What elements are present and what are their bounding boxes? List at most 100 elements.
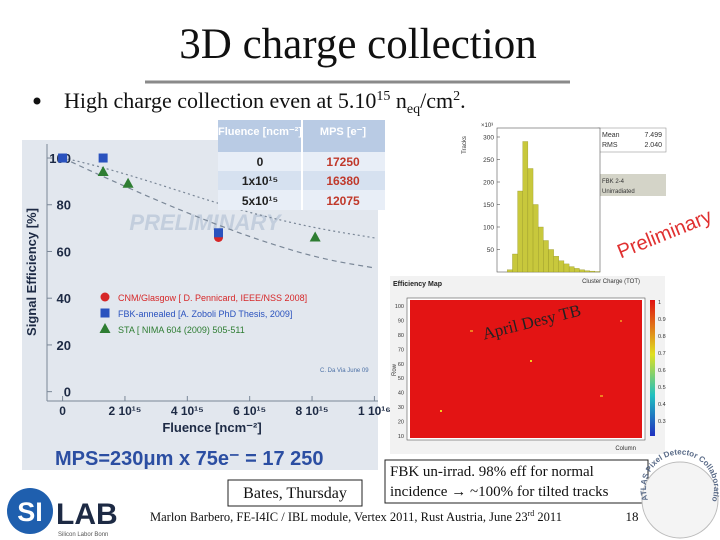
silab-lab: LAB bbox=[56, 498, 118, 531]
map-y-tick-label: 90 bbox=[398, 318, 404, 324]
page-number: 18 bbox=[626, 509, 639, 524]
map-y-tick-label: 40 bbox=[398, 391, 404, 397]
histogram-bar bbox=[568, 266, 575, 273]
mps-formula: MPS=230μm x 75e⁻ = 17 250 bbox=[55, 448, 324, 470]
table-header: Fluence [ncm⁻²] bbox=[218, 126, 302, 138]
histogram-bar bbox=[589, 270, 596, 273]
data-point bbox=[309, 231, 321, 242]
silab-si: SI bbox=[17, 497, 43, 527]
charts: 0 20 40 60 80 100 0 2 10¹⁵ 4 10¹⁵ 6 10¹⁵ 8 10¹⁵ 1 1… bbox=[24, 123, 640, 435]
legend-marker bbox=[100, 308, 110, 318]
legend-marker bbox=[100, 292, 110, 302]
y-tick-label: 60 bbox=[57, 244, 71, 259]
y-tick-label: 100 bbox=[483, 225, 494, 232]
map-title: Efficiency Map bbox=[393, 281, 442, 288]
colorbar-tick-label: 0.4 bbox=[658, 402, 666, 408]
map-y-tick-label: 10 bbox=[398, 434, 404, 440]
map-yticks: 100 90 80 70 60 50 40 30 20 10 bbox=[395, 304, 404, 440]
y-tick-label: 80 bbox=[57, 198, 71, 213]
stats-value: 7.499 bbox=[644, 132, 662, 139]
map-y-tick-label: 60 bbox=[398, 362, 404, 368]
map-speckle bbox=[620, 320, 622, 322]
histogram-bar bbox=[579, 269, 585, 273]
table-header: MPS [e⁻] bbox=[320, 126, 366, 138]
histogram-bar bbox=[543, 240, 549, 273]
hist-legend-text: FBK 2-4 bbox=[602, 179, 625, 185]
table-cell: 16380 bbox=[326, 174, 360, 188]
silab-sub: Silicon Labor Bonn bbox=[58, 532, 108, 538]
data-point bbox=[97, 166, 109, 177]
footer-sup: rd bbox=[528, 509, 535, 518]
map-y-tick-label: 20 bbox=[398, 420, 404, 426]
colorbar-tick-label: 0.8 bbox=[658, 334, 666, 340]
conclusion-box bbox=[384, 459, 649, 504]
footer-part: 2011 bbox=[534, 510, 562, 524]
map-xlabel: Column bbox=[615, 446, 636, 452]
histogram-bar bbox=[517, 190, 523, 273]
map-y-tick-label: 80 bbox=[398, 333, 404, 339]
efficiency-map: Efficiency Map Row Column 100 90 80 70 60 50 4… bbox=[390, 276, 666, 454]
fluence-table: Fluence [ncm⁻²] MPS [e⁻] 0 17250 1x10¹⁵ … bbox=[218, 120, 385, 210]
y-tick-label: 200 bbox=[483, 180, 494, 187]
fit-curve bbox=[62, 157, 376, 269]
colorbar-tick-label: 0.9 bbox=[658, 317, 666, 323]
y-axis-label: Tracks bbox=[462, 136, 468, 154]
map-colorbar bbox=[650, 300, 655, 436]
stats-box bbox=[597, 127, 667, 153]
map-speckle bbox=[440, 410, 442, 412]
data-point bbox=[214, 228, 223, 238]
x-tick-label: 2 10¹⁵ bbox=[108, 404, 141, 418]
bullet-part: High charge collection even at 5.10 bbox=[64, 88, 376, 113]
map-speckle bbox=[530, 360, 532, 362]
colorbar-tick-label: 0.6 bbox=[658, 368, 666, 374]
y-tick-label: 250 bbox=[483, 157, 494, 164]
legend-label: FBK-annealed [A. Zoboli PhD Thesis, 2009… bbox=[118, 309, 292, 319]
map-y-tick-label: 70 bbox=[398, 347, 404, 353]
data-point bbox=[58, 153, 68, 163]
bullet-part: n bbox=[390, 88, 407, 113]
silab-circle bbox=[7, 488, 53, 534]
y-tick-label: 0 bbox=[64, 385, 71, 400]
map-ylabel: Row bbox=[392, 363, 398, 376]
histogram-bar bbox=[563, 263, 570, 273]
fit-curve bbox=[62, 157, 376, 239]
conclusion-line: FBK un-irrad. 98% eff for normal bbox=[390, 464, 594, 480]
histogram-bar bbox=[527, 168, 534, 273]
map-speckle bbox=[470, 330, 473, 332]
table-cell: 17250 bbox=[326, 155, 360, 169]
legend-label: STA [ NIMA 604 (2009) 505-511 bbox=[118, 325, 245, 335]
colorbar-tick-label: 0.5 bbox=[658, 385, 666, 391]
stats-value: 2.040 bbox=[644, 142, 662, 149]
table-cell: 5x10¹⁵ bbox=[242, 194, 278, 208]
histogram-bar bbox=[574, 268, 580, 273]
map-field bbox=[410, 300, 642, 438]
axis-multiplier: ×10³ bbox=[481, 123, 493, 129]
data-point bbox=[98, 153, 108, 163]
x-tick-label: 6 10¹⁵ bbox=[233, 404, 266, 418]
table-cell: 12075 bbox=[326, 194, 360, 208]
histogram-bar bbox=[553, 256, 559, 273]
table-cell: 1x10¹⁵ bbox=[242, 174, 278, 188]
talk-ref: Bates, Thursday bbox=[243, 485, 347, 502]
x-tick-label: 1 10¹⁶ bbox=[358, 404, 391, 418]
hist-legend-text: Unirradiated bbox=[602, 189, 635, 195]
histogram-bar bbox=[522, 141, 529, 273]
bullet-part: . bbox=[460, 88, 466, 113]
y-tick-label: 150 bbox=[483, 202, 494, 209]
bullet-part: /cm bbox=[420, 88, 453, 113]
colorbar-tick-label: 0.3 bbox=[658, 419, 666, 425]
map-y-tick-label: 50 bbox=[398, 376, 404, 382]
histogram-bar bbox=[548, 249, 554, 273]
x-axis-label: Cluster Charge (TOT) bbox=[582, 279, 640, 285]
x-tick-label: 4 10¹⁵ bbox=[171, 404, 204, 418]
atlas-logo bbox=[641, 461, 719, 539]
bullet-sup: 2 bbox=[453, 89, 460, 104]
legend-marker bbox=[99, 323, 111, 333]
cluster-charge-histogram: 50 100 150 200 250 300 Tracks ×10³ Cluster Charg… bbox=[462, 123, 640, 285]
data-point bbox=[122, 177, 134, 188]
histogram-bar bbox=[584, 270, 590, 273]
bullet-text: High charge collection even at 5.1015 ne… bbox=[64, 88, 466, 117]
bullet-dot bbox=[33, 97, 41, 105]
x-axis-label: Fluence [ncm⁻²] bbox=[162, 420, 261, 435]
conclusion-line: incidence → ~100% for tilted tracks bbox=[390, 484, 609, 500]
